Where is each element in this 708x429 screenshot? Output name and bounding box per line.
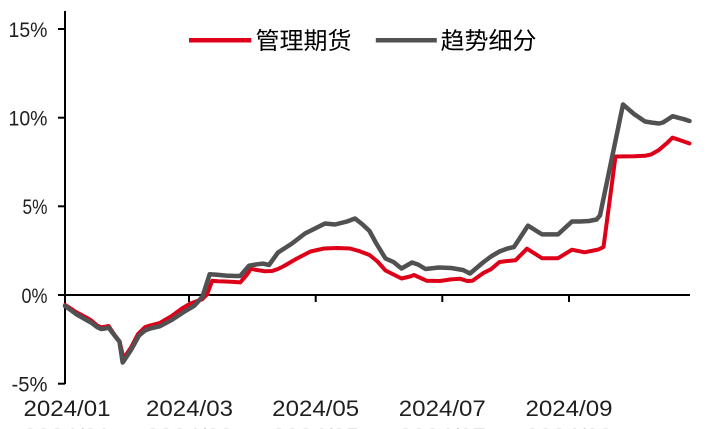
svg-text:15%: 15% [9, 18, 48, 42]
svg-text:2024/01: 2024/01 [24, 424, 111, 429]
svg-text:2024/03: 2024/03 [146, 396, 233, 421]
svg-text:-5%: -5% [12, 373, 48, 397]
svg-text:2024/03: 2024/03 [146, 424, 233, 429]
svg-text:10%: 10% [9, 107, 48, 131]
svg-text:2024/09: 2024/09 [526, 424, 613, 429]
svg-text:2024/01: 2024/01 [24, 396, 111, 421]
svg-text:2024/09: 2024/09 [526, 396, 613, 421]
svg-text:2024/07: 2024/07 [399, 396, 486, 421]
svg-text:2024/07: 2024/07 [399, 424, 486, 429]
svg-text:2024/05: 2024/05 [272, 396, 359, 421]
svg-text:2024/05: 2024/05 [272, 424, 359, 429]
svg-text:0%: 0% [22, 284, 48, 308]
svg-text:5%: 5% [23, 195, 48, 219]
